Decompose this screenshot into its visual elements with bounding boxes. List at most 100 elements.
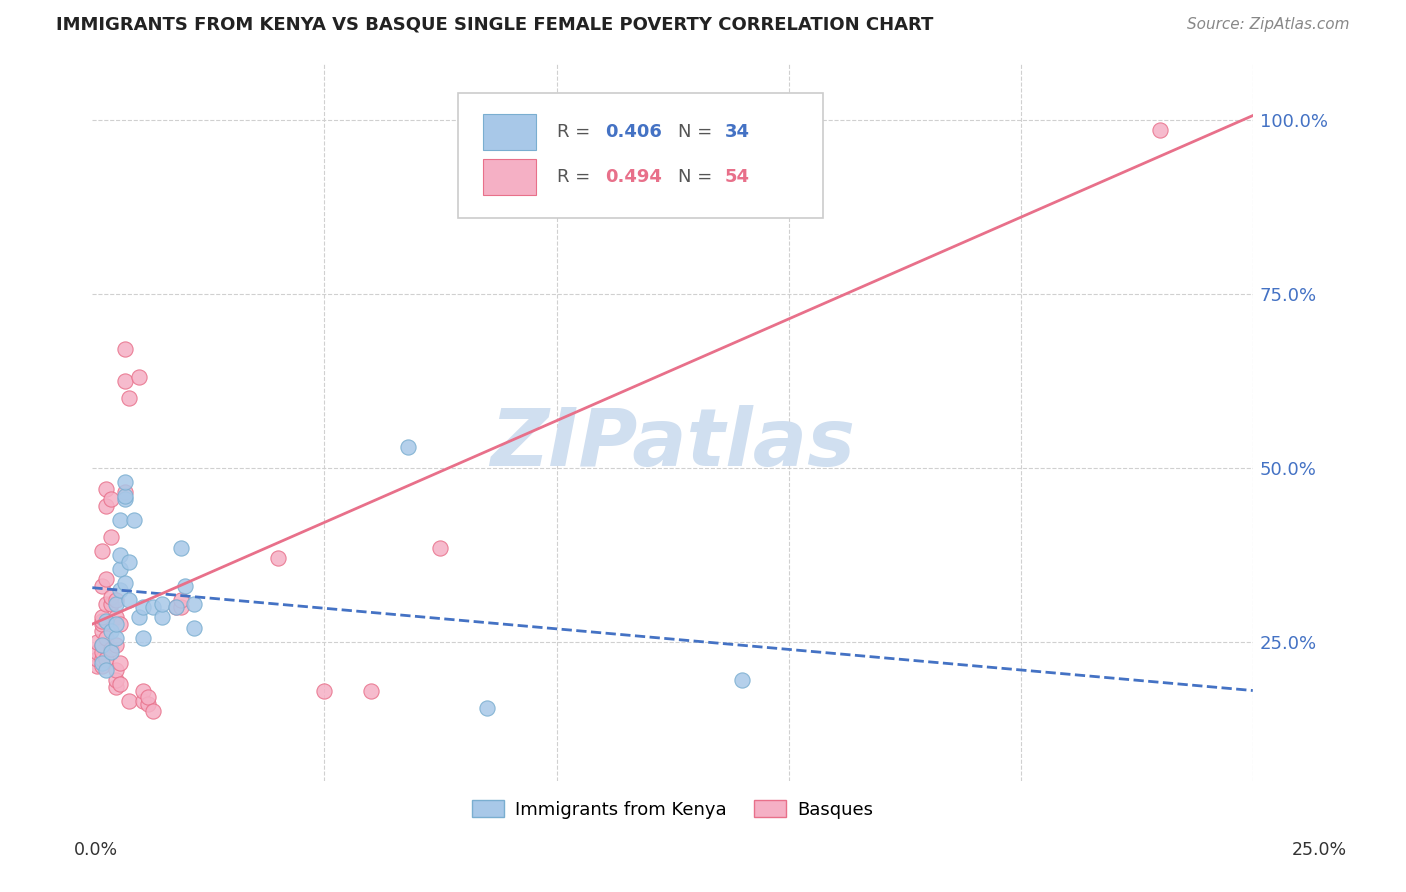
Point <box>118 391 141 405</box>
Legend: Immigrants from Kenya, Basques: Immigrants from Kenya, Basques <box>464 792 880 826</box>
Point <box>360 683 382 698</box>
Point <box>100 641 122 656</box>
Point <box>100 530 122 544</box>
Point <box>96 597 118 611</box>
Point <box>104 610 127 624</box>
Text: 0.406: 0.406 <box>605 123 662 141</box>
Point <box>104 663 127 677</box>
Point <box>100 492 122 507</box>
Point <box>165 599 187 614</box>
Point <box>122 513 145 527</box>
Point <box>150 597 173 611</box>
Point <box>104 680 127 694</box>
Text: Source: ZipAtlas.com: Source: ZipAtlas.com <box>1187 18 1350 32</box>
Point <box>108 548 131 562</box>
Point <box>100 645 122 659</box>
Text: 0.494: 0.494 <box>605 169 662 186</box>
Point <box>118 555 141 569</box>
Point <box>128 370 150 384</box>
Point <box>132 694 155 708</box>
Text: ZIPatlas: ZIPatlas <box>491 405 855 483</box>
Point <box>128 610 150 624</box>
Text: N =: N = <box>678 169 718 186</box>
Text: R =: R = <box>557 123 596 141</box>
Point <box>90 638 112 652</box>
Point <box>96 614 118 628</box>
Point <box>183 597 205 611</box>
Text: IMMIGRANTS FROM KENYA VS BASQUE SINGLE FEMALE POVERTY CORRELATION CHART: IMMIGRANTS FROM KENYA VS BASQUE SINGLE F… <box>56 15 934 33</box>
Point <box>86 652 108 666</box>
Point <box>174 579 197 593</box>
Point <box>108 582 131 597</box>
Point <box>108 617 131 632</box>
Point <box>150 610 173 624</box>
Point <box>104 673 127 687</box>
Point <box>96 499 118 513</box>
Point <box>136 690 159 705</box>
Point <box>169 541 191 555</box>
Point <box>90 579 112 593</box>
Point <box>90 614 112 628</box>
Point <box>96 652 118 666</box>
Point <box>108 656 131 670</box>
Point <box>396 440 419 454</box>
Point <box>114 374 136 388</box>
Point <box>100 590 122 604</box>
Point <box>90 656 112 670</box>
Point <box>100 624 122 639</box>
FancyBboxPatch shape <box>484 114 536 150</box>
Point <box>90 610 112 624</box>
Point <box>314 683 336 698</box>
Point <box>132 599 155 614</box>
Point <box>86 659 108 673</box>
Point <box>104 638 127 652</box>
Point <box>114 485 136 500</box>
Point <box>114 489 136 503</box>
Point <box>108 676 131 690</box>
FancyBboxPatch shape <box>484 160 536 195</box>
Point <box>169 599 191 614</box>
Point <box>118 694 141 708</box>
Point <box>1149 123 1171 137</box>
Point <box>114 575 136 590</box>
Text: 54: 54 <box>724 169 749 186</box>
Point <box>132 632 155 646</box>
Point <box>118 593 141 607</box>
Point <box>136 698 159 712</box>
Point <box>114 492 136 507</box>
Point <box>114 475 136 489</box>
Text: N =: N = <box>678 123 718 141</box>
FancyBboxPatch shape <box>458 93 824 219</box>
Point <box>104 617 127 632</box>
Point <box>104 597 127 611</box>
Point <box>100 597 122 611</box>
Point <box>142 705 165 719</box>
Point <box>731 673 754 687</box>
Point <box>86 645 108 659</box>
Point <box>90 617 112 632</box>
Point <box>96 663 118 677</box>
Point <box>183 621 205 635</box>
Point <box>96 632 118 646</box>
Point <box>86 634 108 648</box>
Point <box>475 701 498 715</box>
Point <box>108 562 131 576</box>
Point <box>90 638 112 652</box>
Point <box>96 572 118 586</box>
Point <box>90 544 112 558</box>
Point <box>429 541 451 555</box>
Text: 0.0%: 0.0% <box>73 840 118 858</box>
Text: 25.0%: 25.0% <box>1291 840 1347 858</box>
Point <box>104 632 127 646</box>
Point <box>90 659 112 673</box>
Point <box>108 513 131 527</box>
Text: 34: 34 <box>724 123 749 141</box>
Point <box>165 599 187 614</box>
Point <box>104 593 127 607</box>
Point <box>90 624 112 639</box>
Point <box>267 551 290 566</box>
Point <box>169 593 191 607</box>
Point <box>90 645 112 659</box>
Point <box>754 182 776 196</box>
Point <box>142 599 165 614</box>
